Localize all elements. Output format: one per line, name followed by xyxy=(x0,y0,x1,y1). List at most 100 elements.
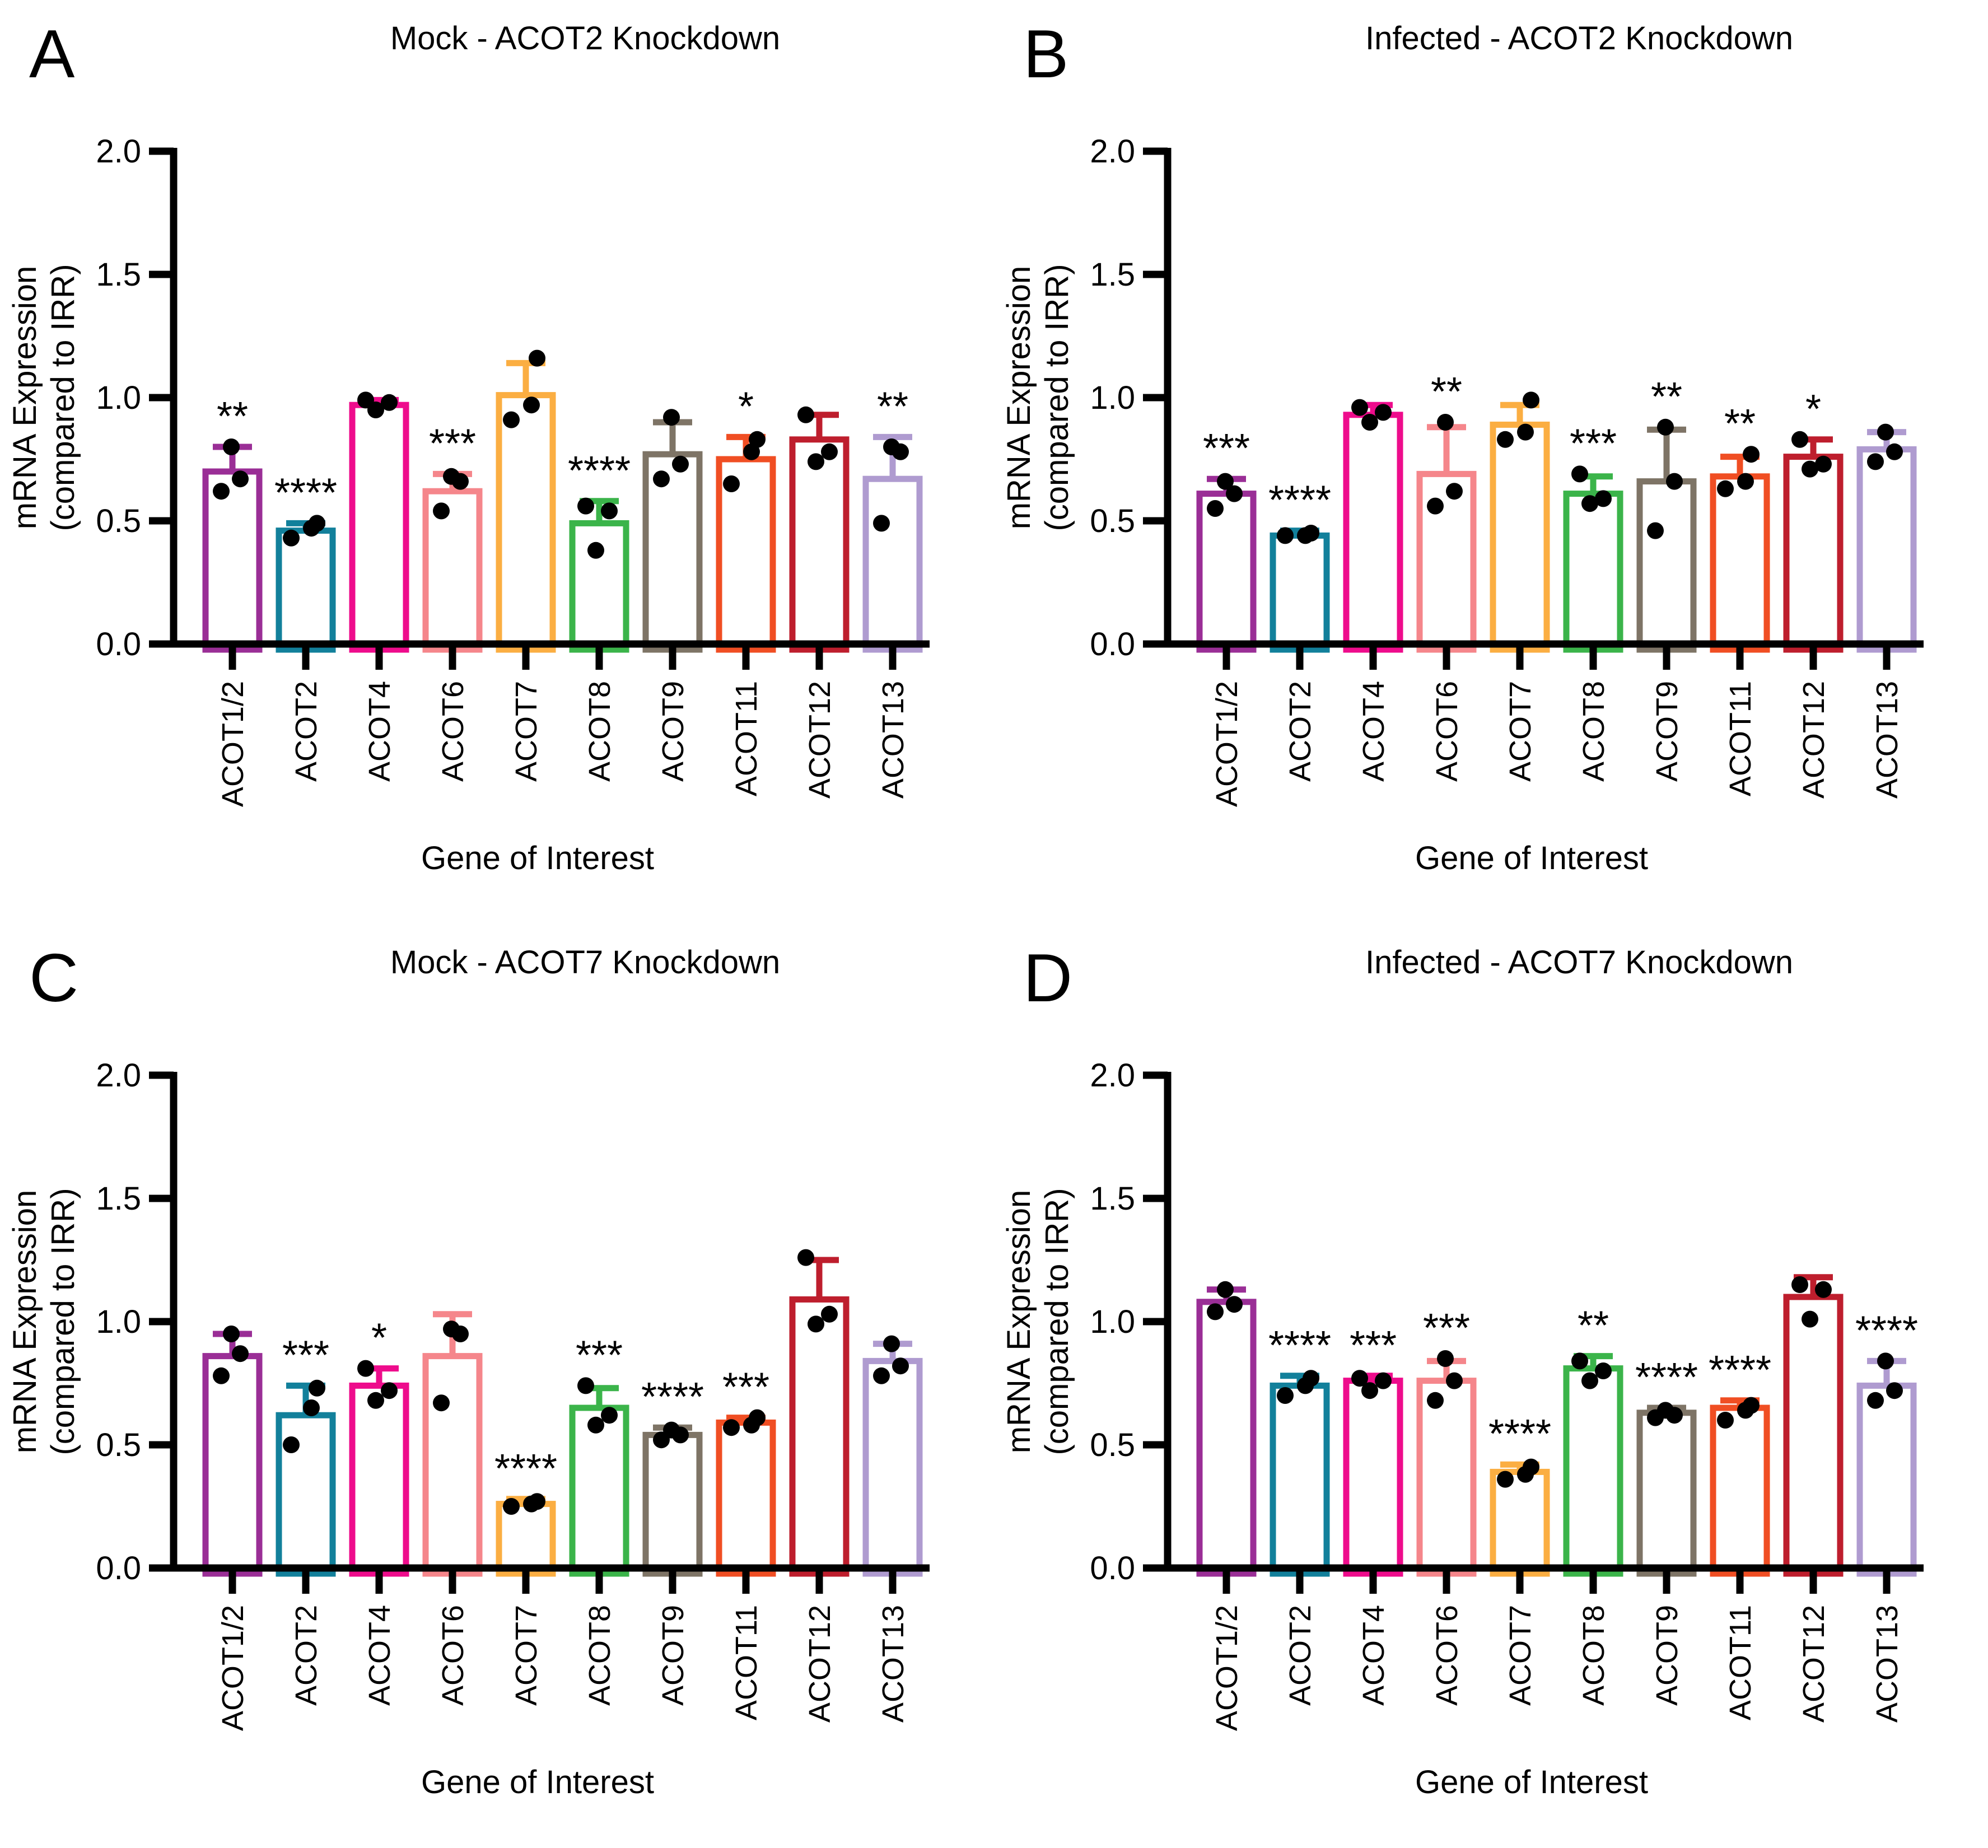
data-point xyxy=(1523,1458,1539,1476)
y-tick-label: 2.0 xyxy=(1090,133,1135,170)
data-point xyxy=(223,1326,240,1342)
x-tick-label: ACOT13 xyxy=(1870,681,1904,799)
panel-letter: C xyxy=(29,940,78,1016)
bar xyxy=(1636,478,1697,653)
x-tick-label: ACOT1/2 xyxy=(1210,1605,1244,1731)
data-point xyxy=(367,1392,384,1409)
panel-letter: A xyxy=(29,16,75,92)
significance-stars: **** xyxy=(1709,1348,1771,1393)
y-tick-label: 0.5 xyxy=(96,1427,141,1463)
data-point xyxy=(1226,1296,1243,1313)
data-point xyxy=(529,349,545,367)
data-point xyxy=(749,1409,766,1426)
data-point xyxy=(1791,1276,1808,1293)
bar xyxy=(1710,473,1770,653)
bar xyxy=(1856,446,1917,653)
chart-panel-b: B Infected - ACOT2 Knockdown mRNA Expressi… xyxy=(994,0,1988,924)
x-tick-label: ACOT2 xyxy=(1284,681,1317,782)
y-tick-label: 1.0 xyxy=(1090,1304,1135,1340)
data-point xyxy=(1717,1412,1734,1429)
bar xyxy=(1270,1382,1330,1577)
bar xyxy=(862,1357,923,1577)
significance-stars: **** xyxy=(641,1375,704,1420)
bar xyxy=(276,528,336,653)
data-point xyxy=(1877,423,1894,441)
y-axis-label-line1: mRNA Expression xyxy=(1001,1190,1037,1454)
data-point xyxy=(873,1367,890,1384)
x-axis-title: Gene of Interest xyxy=(421,840,654,876)
bar xyxy=(422,488,483,653)
x-tick-label: ACOT6 xyxy=(436,1605,470,1706)
significance-stars: *** xyxy=(429,421,476,466)
data-point xyxy=(1497,1471,1514,1488)
y-axis-label-line2: (compared to IRR) xyxy=(1039,1188,1075,1455)
bar xyxy=(1710,1404,1770,1577)
x-tick-label: ACOT11 xyxy=(730,1605,763,1720)
data-point xyxy=(873,515,890,532)
significance-stars: * xyxy=(371,1316,387,1361)
y-tick-label: 2.0 xyxy=(96,133,141,170)
data-point xyxy=(303,1399,320,1416)
data-point xyxy=(1595,490,1612,507)
data-point xyxy=(601,1407,618,1424)
bar xyxy=(202,468,263,653)
bar xyxy=(789,436,850,653)
significance-stars: *** xyxy=(1203,426,1250,471)
data-point xyxy=(663,1421,680,1439)
x-tick-label: ACOT2 xyxy=(290,1605,323,1706)
data-point xyxy=(1815,1281,1832,1298)
data-point xyxy=(443,468,460,485)
x-tick-label: ACOT12 xyxy=(1797,681,1831,799)
data-point xyxy=(1207,1303,1224,1320)
data-point xyxy=(808,1315,824,1333)
data-point xyxy=(1666,473,1683,490)
data-point xyxy=(601,502,618,520)
bar xyxy=(1490,1468,1550,1577)
data-point xyxy=(1743,446,1760,463)
x-tick-label: ACOT9 xyxy=(1650,1605,1684,1706)
chart-svg-c: C Mock - ACOT7 Knockdown mRNA Expression (c… xyxy=(7,940,930,1800)
significance-stars: *** xyxy=(1350,1323,1397,1368)
y-tick-label: 1.0 xyxy=(96,380,141,416)
data-point xyxy=(1226,485,1243,502)
significance-stars: ** xyxy=(877,384,908,429)
panel-letter: B xyxy=(1023,16,1068,92)
data-point xyxy=(357,391,374,409)
data-point xyxy=(1571,1352,1588,1370)
data-point xyxy=(1351,399,1368,416)
data-point xyxy=(503,1498,520,1515)
significance-stars: *** xyxy=(576,1333,623,1378)
data-point xyxy=(309,515,325,532)
x-tick-label: ACOT2 xyxy=(1284,1605,1317,1706)
data-point xyxy=(1303,525,1319,542)
x-tick-label: ACOT1/2 xyxy=(216,681,250,807)
data-point xyxy=(653,470,670,488)
data-point xyxy=(503,411,520,428)
y-tick-label: 0.0 xyxy=(1090,626,1135,662)
data-point xyxy=(749,431,766,448)
data-point xyxy=(357,1360,374,1377)
y-tick-label: 0.5 xyxy=(1090,503,1135,539)
data-point xyxy=(883,438,900,455)
data-point xyxy=(1277,527,1294,544)
x-tick-label: ACOT6 xyxy=(436,681,470,782)
significance-stars: **** xyxy=(1268,1323,1331,1368)
bar xyxy=(496,392,556,653)
x-tick-label: ACOT4 xyxy=(363,681,396,782)
data-point xyxy=(1446,483,1463,500)
bar xyxy=(716,1419,776,1577)
data-point xyxy=(232,1345,249,1362)
x-tick-label: ACOT7 xyxy=(510,681,543,782)
data-point xyxy=(1791,431,1808,448)
bar xyxy=(1856,1382,1917,1577)
y-tick-label: 2.0 xyxy=(1090,1057,1135,1094)
data-point xyxy=(1361,414,1378,431)
bar xyxy=(202,1353,263,1577)
data-point xyxy=(443,1320,460,1338)
y-tick-label: 1.0 xyxy=(1090,380,1135,416)
bar xyxy=(1416,1378,1477,1577)
y-tick-label: 0.5 xyxy=(1090,1427,1135,1463)
data-point xyxy=(892,1357,909,1375)
bar xyxy=(349,1382,409,1577)
bar xyxy=(1490,421,1550,653)
